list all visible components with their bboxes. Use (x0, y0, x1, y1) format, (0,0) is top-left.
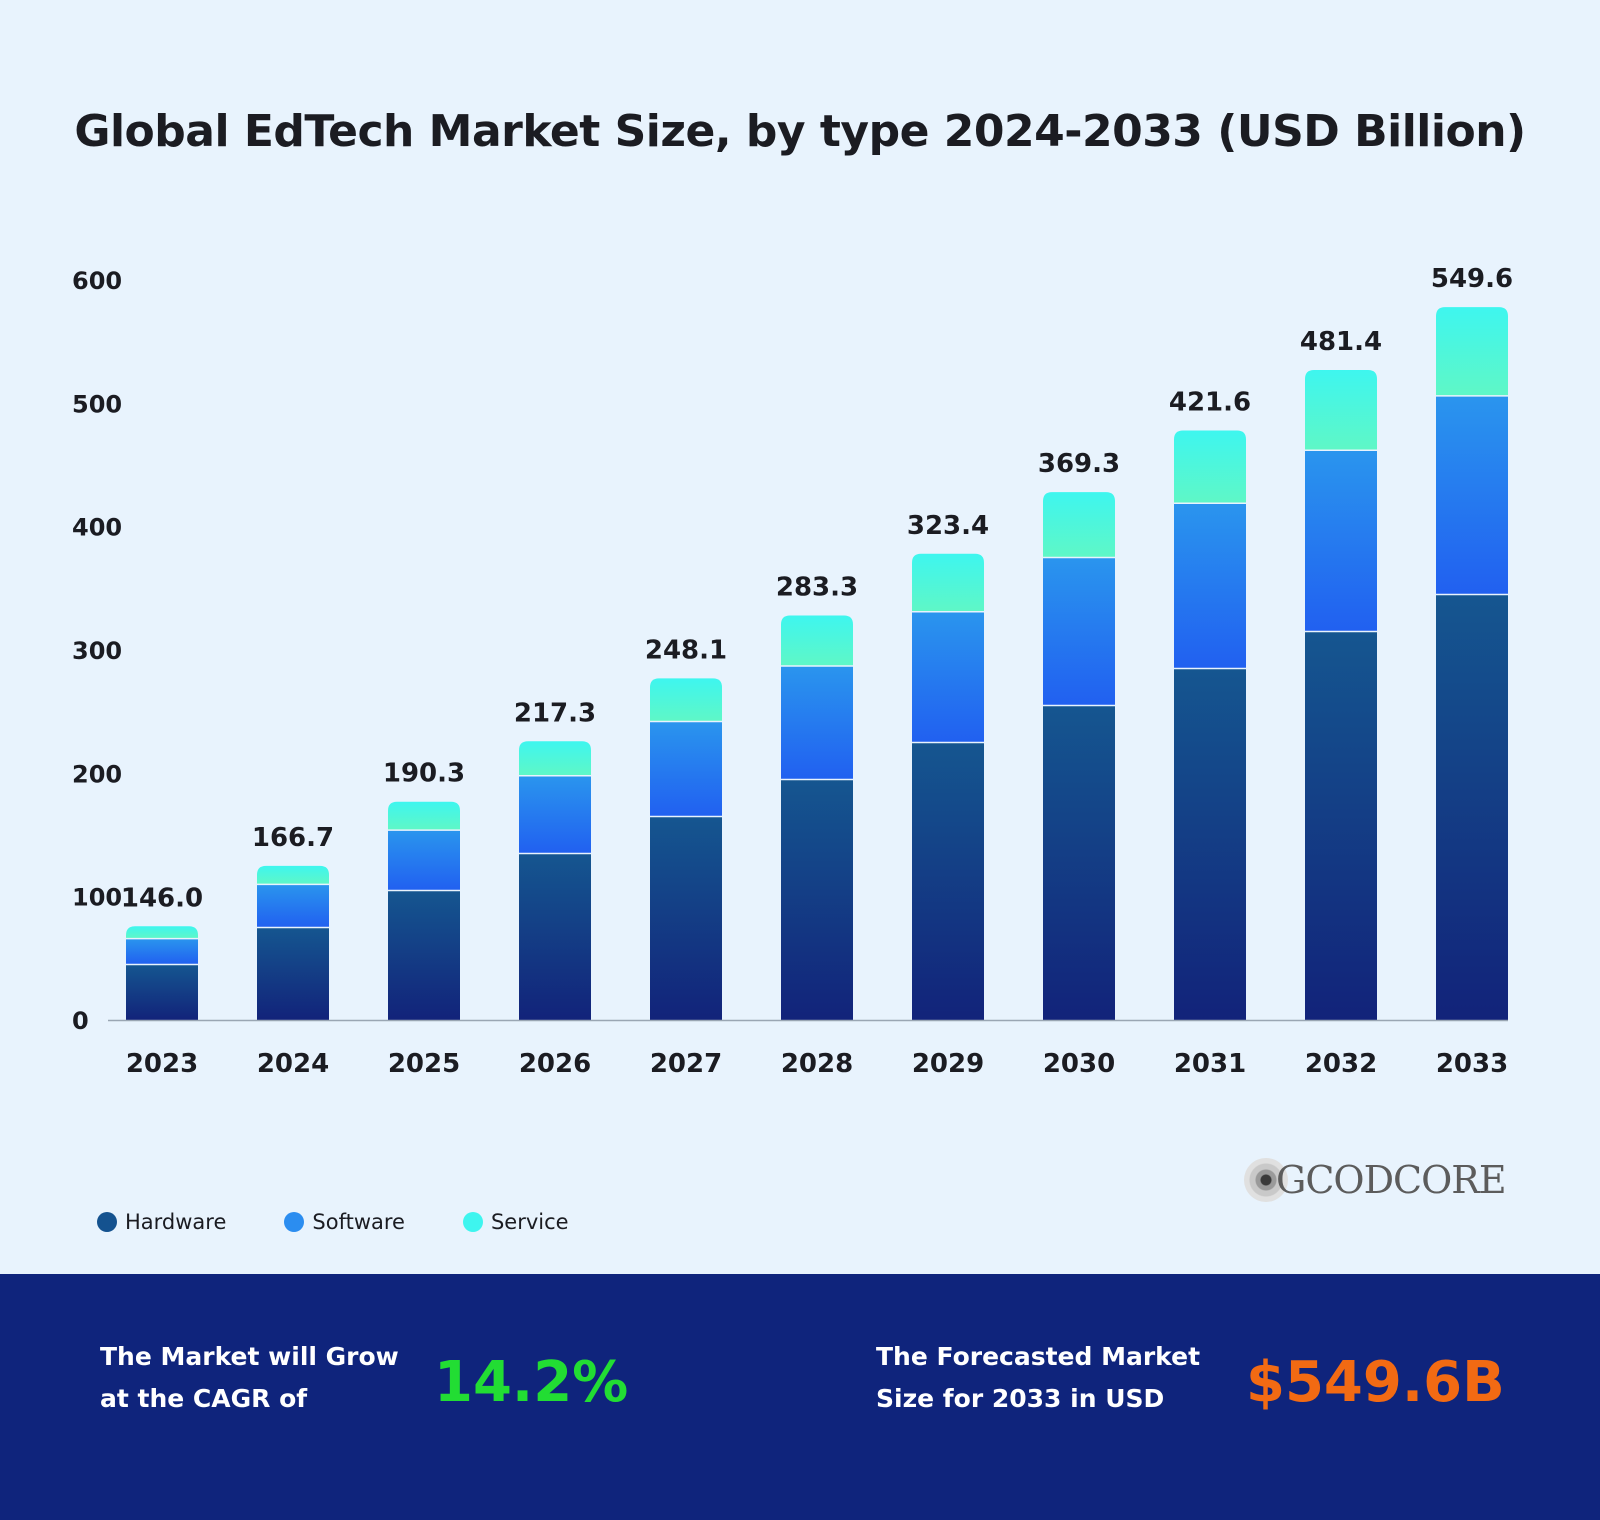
bar-hardware (519, 853, 591, 1020)
bar-hardware (650, 816, 722, 1020)
bar-hardware (1436, 594, 1508, 1020)
bar-service (519, 741, 591, 776)
bar-software (781, 666, 853, 780)
y-tick-label: 200 (72, 760, 122, 788)
bar-total-label: 166.7 (252, 823, 334, 853)
bar-stack: 190.3 (383, 759, 465, 1020)
bar-service (388, 801, 460, 831)
y-tick-label: 300 (72, 637, 122, 665)
bar-stack: 549.6 (1431, 264, 1513, 1020)
bar-software (257, 884, 329, 928)
bar-service (781, 615, 853, 667)
bar-hardware (1305, 631, 1377, 1020)
bar-total-label: 421.6 (1169, 387, 1251, 417)
bar-total-label: 248.1 (645, 635, 727, 665)
goodcore-logo: GCODCORE (1244, 1158, 1507, 1202)
bar-stack: 283.3 (776, 572, 858, 1020)
x-tick-label: 2029 (912, 1049, 984, 1079)
legend-label-hardware: Hardware (125, 1210, 227, 1234)
legend-label-service: Service (490, 1210, 569, 1234)
bar-service (912, 553, 984, 612)
bar-software (1043, 557, 1115, 706)
bar-total-label: 190.3 (383, 759, 465, 789)
bar-stack: 481.4 (1300, 327, 1382, 1020)
logo-mark-icon (1244, 1158, 1288, 1202)
bar-total-label: 283.3 (776, 572, 858, 602)
legend-item-software: Software (284, 1210, 405, 1234)
bar-service (1043, 492, 1115, 558)
x-tick-label: 2032 (1305, 1049, 1377, 1079)
stacked-bar-chart: 0 100 200 300 400 500 600 146.0 166.7 190.3 217.3… (72, 264, 1513, 1079)
bar-software (126, 938, 198, 965)
x-tick-label: 2025 (388, 1049, 460, 1079)
bar-total-label: 481.4 (1300, 327, 1382, 357)
bar-total-label: 217.3 (514, 698, 596, 728)
bar-stack: 248.1 (645, 635, 727, 1020)
legend-label-software: Software (312, 1210, 405, 1234)
y-tick-label: 0 (72, 1007, 89, 1035)
bar-total-label: 323.4 (907, 511, 989, 541)
cagr-label: The Market will Grow at the CAGR of (100, 1342, 399, 1413)
bar-software (519, 775, 591, 854)
bar-software (388, 830, 460, 891)
bar-software (1305, 450, 1377, 632)
y-tick-label: 600 (72, 267, 122, 295)
forecast-label: The Forecasted Market Size for 2033 in U… (876, 1342, 1201, 1413)
bar-service (126, 926, 198, 939)
chart-title: Global EdTech Market Size, by type 2024-… (74, 106, 1526, 157)
bar-software (650, 721, 722, 817)
bar-stack: 217.3 (514, 698, 596, 1020)
bar-stack: 421.6 (1169, 387, 1251, 1020)
bar-service (1174, 430, 1246, 504)
bar-service (650, 678, 722, 722)
bar-total-label: 146.0 (121, 883, 203, 913)
x-tick-label: 2030 (1043, 1049, 1115, 1079)
bar-hardware (257, 927, 329, 1020)
legend: Hardware Software Service (97, 1210, 569, 1234)
bar-service (1436, 307, 1508, 396)
y-tick-label: 100 (72, 884, 122, 912)
bar-software (1436, 395, 1508, 595)
bar-hardware (1043, 705, 1115, 1020)
bar-total-label: 549.6 (1431, 264, 1513, 294)
footer-banner: The Market will Grow at the CAGR of 14.2… (0, 1274, 1600, 1520)
bar-hardware (1174, 668, 1246, 1020)
x-tick-label: 2027 (650, 1049, 722, 1079)
x-tick-label: 2031 (1174, 1049, 1246, 1079)
y-tick-label: 400 (72, 514, 122, 542)
bar-stack: 166.7 (252, 823, 334, 1020)
y-tick-label: 500 (72, 390, 122, 418)
bar-service (1305, 370, 1377, 451)
cagr-value: 14.2% (434, 1350, 629, 1415)
bar-stack: 369.3 (1038, 449, 1120, 1020)
bar-hardware (126, 964, 198, 1020)
software-legend-dot (284, 1212, 305, 1232)
hardware-legend-dot (97, 1212, 117, 1232)
logo-text: GCODCORE (1276, 1158, 1507, 1202)
x-tick-label: 2028 (781, 1049, 853, 1079)
bar-stack: 146.0 (121, 883, 203, 1020)
forecast-value: $549.6B (1246, 1350, 1505, 1415)
bar-stack: 323.4 (907, 511, 989, 1020)
bar-hardware (781, 779, 853, 1020)
x-tick-label: 2033 (1436, 1049, 1508, 1079)
x-tick-label: 2024 (257, 1049, 329, 1079)
service-legend-dot (462, 1212, 483, 1232)
bar-hardware (388, 890, 460, 1020)
legend-item-hardware: Hardware (97, 1210, 226, 1234)
x-tick-label: 2023 (126, 1049, 198, 1079)
x-tick-label: 2026 (519, 1049, 591, 1079)
bar-software (1174, 503, 1246, 669)
bar-total-label: 369.3 (1038, 449, 1120, 479)
bar-service (257, 865, 329, 885)
bar-software (912, 611, 984, 743)
legend-item-service: Service (462, 1210, 569, 1234)
bar-hardware (912, 742, 984, 1020)
